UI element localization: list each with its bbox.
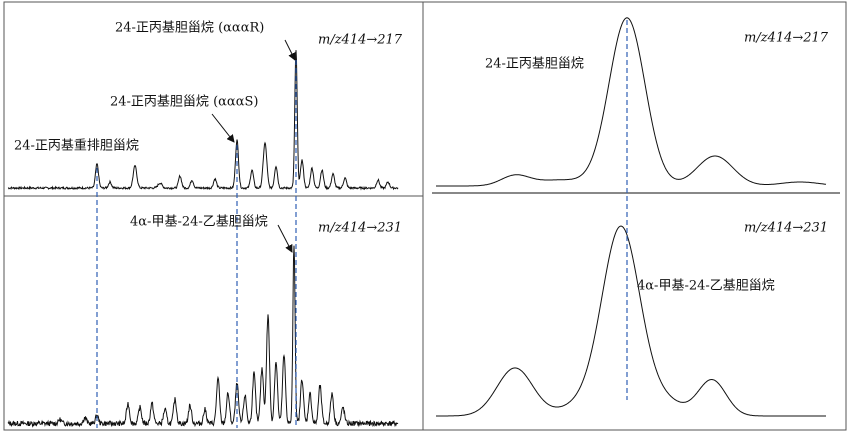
- ion-label: m/z414→231: [744, 221, 828, 236]
- ion-label: m/z414→231: [318, 221, 402, 236]
- arrow: [277, 224, 293, 253]
- peak-label: 24-正丙基重排胆甾烷: [14, 138, 139, 154]
- arrow: [211, 113, 235, 143]
- peak-label: 4α-甲基-24-乙基胆甾烷: [130, 215, 268, 230]
- frame: [3, 1, 847, 431]
- chromatogram: [436, 17, 827, 187]
- chromatogram: [7, 50, 399, 191]
- peak-label: 24-正丙基胆甾烷: [485, 57, 584, 72]
- chromatogram: [436, 225, 826, 417]
- arrow: [284, 39, 296, 61]
- ion-label: m/z414→217: [318, 33, 403, 48]
- peak-label: 4α-甲基-24-乙基胆甾烷: [637, 279, 775, 294]
- chromatogram: [7, 245, 399, 428]
- ion-label: m/z414→217: [744, 31, 829, 46]
- peak-label: 24-正丙基胆甾烷 (αααR): [115, 21, 264, 36]
- peak-label: 24-正丙基胆甾烷 (αααS): [110, 95, 258, 110]
